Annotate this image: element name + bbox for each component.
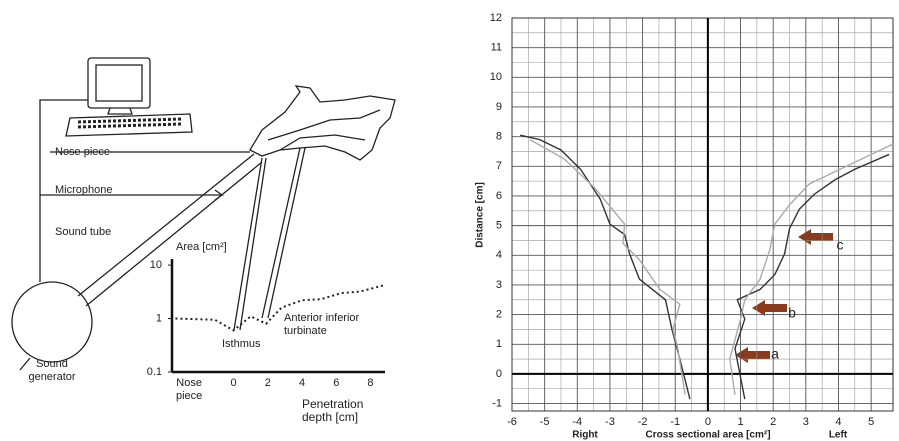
x-tick-label: -1 <box>670 416 680 428</box>
arrow <box>798 229 833 245</box>
y-axis-label: Area [cm²] <box>176 241 227 253</box>
data-line <box>529 138 686 395</box>
y-tick-label: 0 <box>496 368 502 380</box>
x-tick-label: -4 <box>572 416 582 428</box>
y-tick-label: 10 <box>490 71 502 83</box>
y-tick-label: 1 <box>156 312 162 324</box>
data-line <box>175 284 385 332</box>
diagram-label: Nose piece <box>55 146 111 158</box>
y-axis-label: Distance [cm] <box>475 182 486 248</box>
x-tick-label: 1 <box>737 416 743 428</box>
leader <box>19 357 31 371</box>
plot-frame <box>511 17 894 412</box>
y-tick-label: 8 <box>496 131 502 143</box>
y-tick-label: 0.1 <box>147 366 162 378</box>
y-tick-label: 1 <box>496 338 502 350</box>
y-tick-label: 3 <box>496 279 502 291</box>
y-tick-label: 12 <box>490 12 502 24</box>
computer <box>65 57 193 137</box>
annotation: a <box>771 346 779 362</box>
x-tick-label: -2 <box>638 416 648 428</box>
data-line <box>729 143 894 395</box>
diagram-label: Sound tube <box>55 226 112 238</box>
data-line <box>734 153 890 400</box>
x-tick-label: -5 <box>540 416 550 428</box>
x-tick-label: 0 <box>230 377 237 389</box>
nose-sketch <box>233 85 396 331</box>
y-tick-label: -1 <box>492 397 502 409</box>
x-tick-label: 0 <box>705 416 711 428</box>
sound-generator <box>11 281 93 363</box>
diagram-label: Isthmus <box>222 338 261 350</box>
x-axis-label: Cross sectional area [cm²] <box>645 430 770 441</box>
x-tick-label: -6 <box>507 416 517 428</box>
annotation: Right <box>572 430 598 441</box>
data-line <box>520 134 691 400</box>
x-tick-label: 2 <box>264 377 271 389</box>
x-tick-label: 6 <box>333 377 340 389</box>
x-tick-label: 8 <box>367 377 374 389</box>
y-tick-label: 2 <box>496 309 502 321</box>
y-tick-label: 5 <box>496 220 502 232</box>
sound-tube <box>77 153 263 307</box>
y-tick-label: 10 <box>150 259 162 271</box>
x-tick-label: 5 <box>868 416 874 428</box>
x-axis-label: Penetration depth [cm] <box>302 397 364 424</box>
diagram-label: Microphone <box>55 184 113 196</box>
y-tick-label: 9 <box>496 101 502 113</box>
x-tick-label: 4 <box>835 416 841 428</box>
x-tick-label: -3 <box>605 416 615 428</box>
y-tick-label: 6 <box>496 190 502 202</box>
y-tick-label: 4 <box>496 249 502 261</box>
annotation: Left <box>829 430 848 441</box>
annotation: b <box>788 305 796 321</box>
diagram-label: Sound generator <box>28 358 76 383</box>
x-tick-label: 2 <box>770 416 776 428</box>
y-tick-label: 11 <box>491 42 502 54</box>
annotation: c <box>837 237 844 253</box>
x-tick-label: Nose piece <box>175 377 203 402</box>
arrow <box>752 300 787 316</box>
x-tick-label: 4 <box>298 377 306 389</box>
cable <box>39 99 88 282</box>
diagram-label: Anterior inferior turbinate <box>284 312 360 337</box>
x-tick-label: 3 <box>803 416 809 428</box>
y-tick-label: 7 <box>496 160 502 172</box>
